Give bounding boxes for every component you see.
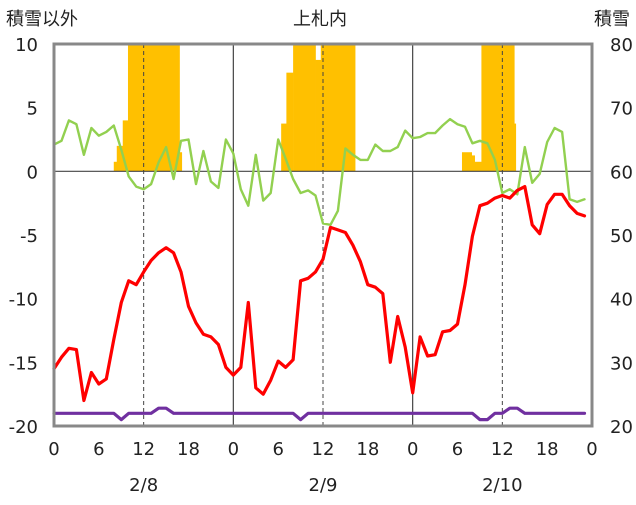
x-tick-label: 12 xyxy=(132,439,155,460)
snow-bar-0 xyxy=(113,161,118,172)
snow-bar-11 xyxy=(471,155,475,172)
left-tick-label: -20 xyxy=(9,417,38,438)
left-tick-label: 5 xyxy=(27,99,38,120)
x-tick-label: 12 xyxy=(312,439,335,460)
left-tick-label: -15 xyxy=(9,353,38,374)
left-tick-label: 0 xyxy=(27,162,38,183)
date-label: 2/10 xyxy=(482,475,522,496)
snow-bar-4 xyxy=(179,152,183,172)
x-tick-label: 6 xyxy=(272,439,283,460)
x-tick-label: 6 xyxy=(93,439,104,460)
x-tick-label: 18 xyxy=(536,439,559,460)
wind-line xyxy=(52,406,587,422)
snow-bar-9 xyxy=(320,44,356,172)
right-tick-labels: 80 70 60 50 40 30 20 xyxy=(610,35,633,438)
left-tick-label: 10 xyxy=(15,35,38,56)
humidity-line xyxy=(52,117,586,227)
x-tick-label: 0 xyxy=(586,439,597,460)
plot-border xyxy=(52,42,594,428)
snow-bar-14 xyxy=(514,123,517,172)
x-tick-label: 0 xyxy=(407,439,418,460)
snow-bar-3 xyxy=(127,44,180,172)
date-label: 2/8 xyxy=(129,475,158,496)
snow-bars xyxy=(113,44,517,172)
date-label: 2/9 xyxy=(309,475,338,496)
left-tick-label: -10 xyxy=(9,290,38,311)
grid-lines xyxy=(54,44,592,426)
snow-bar-1 xyxy=(116,145,124,172)
snow-bar-12 xyxy=(474,161,482,172)
series-lines xyxy=(52,117,587,422)
x-tick-label: 18 xyxy=(177,439,200,460)
chart-title: 上札内 xyxy=(293,9,347,30)
x-tick-labels: 0 6 12 18 0 6 12 18 0 6 12 18 0 xyxy=(48,439,597,460)
snow-bar-7 xyxy=(293,44,316,172)
x-tick-label: 12 xyxy=(491,439,514,460)
right-tick-label: 80 xyxy=(610,35,633,56)
snow-bar-2 xyxy=(122,120,129,172)
snow-bar-8 xyxy=(315,59,322,172)
right-tick-label: 60 xyxy=(610,162,633,183)
right-tick-label: 70 xyxy=(610,99,633,120)
x-tick-label: 18 xyxy=(356,439,379,460)
x-tick-label: 6 xyxy=(452,439,463,460)
plot-frame xyxy=(52,42,594,428)
left-axis-title: 積雪以外 xyxy=(6,9,78,30)
right-tick-label: 20 xyxy=(610,417,633,438)
snow-bar-10 xyxy=(461,152,472,172)
right-tick-label: 50 xyxy=(610,226,633,247)
snow-bar-5 xyxy=(281,123,287,172)
right-tick-label: 30 xyxy=(610,353,633,374)
date-labels: 2/8 2/9 2/10 xyxy=(129,475,522,496)
left-tick-label: -5 xyxy=(20,226,38,247)
x-tick-label: 0 xyxy=(228,439,239,460)
temperature-line xyxy=(52,185,587,403)
snow-bar-13 xyxy=(481,44,515,172)
right-axis-title: 積雪 xyxy=(594,9,630,30)
right-tick-label: 40 xyxy=(610,290,633,311)
x-tick-label: 0 xyxy=(48,439,59,460)
left-tick-labels: 10 5 0 -5 -10 -15 -20 xyxy=(9,35,38,438)
snow-bar-6 xyxy=(286,72,294,172)
